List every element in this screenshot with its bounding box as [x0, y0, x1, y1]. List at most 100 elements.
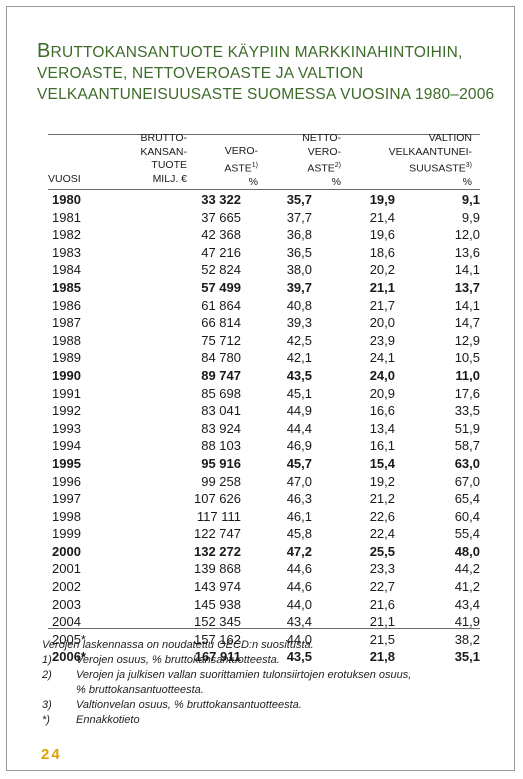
gdp-cell: 83 041 [201, 403, 241, 419]
year-cell: 2002 [52, 579, 81, 595]
debt-ratio-cell: 63,0 [454, 455, 480, 471]
table-row: 1994 88 103 46,9 16,1 58,7 [48, 437, 480, 455]
table-row: 2000 132 272 47,2 25,5 48,0 [48, 543, 480, 561]
table-row: 1990 89 747 43,5 24,0 11,0 [48, 367, 480, 385]
tax-rate-cell: 46,9 [286, 438, 312, 454]
debt-ratio-cell: 12,0 [454, 227, 480, 243]
net-tax-rate-cell: 20,9 [369, 385, 395, 401]
table-row: 1987 66 814 39,3 20,0 14,7 [48, 314, 480, 332]
net-tax-rate-cell: 22,7 [369, 579, 395, 595]
gdp-cell: 42 368 [201, 227, 241, 243]
debt-ratio-cell: 12,9 [454, 332, 480, 348]
tax-rate-cell: 47,0 [286, 473, 312, 489]
footnotes: Verojen laskennassa on noudatettu OECD:n… [42, 638, 502, 728]
gdp-cell: 132 272 [194, 543, 241, 559]
debt-ratio-cell: 58,7 [454, 438, 480, 454]
title-line-3: VELKAANTUNEISUUSASTE SUOMESSA VUOSINA 19… [37, 86, 495, 103]
gdp-cell: 83 924 [201, 420, 241, 436]
table-row: 1983 47 216 36,5 18,6 13,6 [48, 244, 480, 262]
gdp-cell: 47 216 [201, 244, 241, 260]
debt-ratio-cell: 43,4 [454, 596, 480, 612]
net-tax-rate-cell: 21,1 [369, 614, 395, 630]
year-cell: 2000 [52, 543, 81, 559]
tax-rate-cell: 44,6 [286, 561, 312, 577]
debt-ratio-cell: 33,5 [454, 403, 480, 419]
title-line-1: BRUTTOKANSANTUOTE KÄYPIIN MARKKINAHINTOI… [37, 40, 463, 62]
year-cell: 2003 [52, 596, 81, 612]
net-tax-rate-cell: 20,0 [369, 315, 395, 331]
tax-rate-cell: 38,0 [286, 262, 312, 278]
tax-rate-cell: 39,7 [286, 279, 312, 295]
year-cell: 1999 [52, 526, 81, 542]
year-cell: 1980 [52, 192, 81, 207]
net-tax-rate-cell: 13,4 [369, 420, 395, 436]
gdp-cell: 66 814 [201, 315, 241, 331]
tax-rate-cell: 46,3 [286, 491, 312, 507]
year-cell: 2001 [52, 561, 81, 577]
year-cell: 1991 [52, 385, 81, 401]
gdp-cell: 61 864 [201, 297, 241, 313]
title-line-2: VEROASTE, NETTOVEROASTE JA VALTION [37, 65, 364, 82]
tax-rate-cell: 35,7 [286, 192, 312, 207]
net-tax-rate-cell: 22,6 [369, 508, 395, 524]
year-cell: 1988 [52, 332, 81, 348]
table-row: 2002 143 974 44,6 22,7 41,2 [48, 578, 480, 596]
year-cell: 1994 [52, 438, 81, 454]
table-row: 1984 52 824 38,0 20,2 14,1 [48, 261, 480, 279]
debt-ratio-cell: 55,4 [454, 526, 480, 542]
debt-ratio-cell: 10,5 [454, 350, 480, 366]
debt-ratio-cell: 41,9 [454, 614, 480, 630]
net-tax-rate-cell: 21,2 [369, 491, 395, 507]
debt-ratio-cell: 14,7 [454, 315, 480, 331]
tax-rate-cell: 42,1 [286, 350, 312, 366]
table-row: 2006* 167 911 43,5 21,8 35,1 [48, 648, 480, 666]
footnote-asterisk: *) Ennakkotieto [42, 714, 140, 726]
net-tax-rate-cell: 21,7 [369, 297, 395, 313]
footnote-3: 3) Valtionvelan osuus, % bruttokansantuo… [42, 699, 302, 711]
debt-ratio-cell: 67,0 [454, 473, 480, 489]
gdp-cell: 117 111 [196, 508, 241, 524]
tax-rate-cell: 46,1 [286, 508, 312, 524]
tax-rate-cell: 45,7 [286, 455, 312, 471]
net-tax-rate-cell: 16,6 [369, 403, 395, 419]
debt-ratio-cell: 14,1 [454, 262, 480, 278]
net-tax-rate-cell: 19,6 [369, 227, 395, 243]
year-cell: 1996 [52, 473, 81, 489]
table-row: 1996 99 258 47,0 19,2 67,0 [48, 473, 480, 491]
table-row: 1993 83 924 44,4 13,4 51,9 [48, 420, 480, 438]
year-cell: 1986 [52, 297, 81, 313]
year-cell: 1983 [52, 244, 81, 260]
footnote-2: 2) Verojen ja julkisen vallan suorittami… [42, 669, 412, 696]
year-cell: 1984 [52, 262, 81, 278]
header-tax: VERO- ASTE1) % [224, 145, 258, 188]
year-cell: 2006* [52, 649, 86, 665]
debt-ratio-cell: 9,1 [461, 192, 480, 207]
net-tax-rate-cell: 20,2 [369, 262, 395, 278]
year-cell: 1982 [52, 227, 81, 243]
year-cell: 1985 [52, 279, 81, 295]
table-row: 1986 61 864 40,8 21,7 14,1 [48, 297, 480, 315]
year-cell: 1995 [52, 455, 81, 471]
footnote-1: 1) Verojen osuus, % bruttokansantuottees… [42, 654, 280, 666]
year-cell: 1993 [52, 420, 81, 436]
table-row: 2004 152 345 43,4 21,1 41,9 [48, 613, 480, 631]
year-cell: 1990 [52, 367, 81, 383]
gdp-cell: 157 162 [194, 631, 241, 647]
net-tax-rate-cell: 23,3 [369, 561, 395, 577]
gdp-cell: 145 938 [194, 596, 241, 612]
tax-rate-cell: 43,5 [286, 649, 312, 665]
page-number: 24 [41, 746, 62, 763]
net-tax-rate-cell: 19,9 [369, 192, 395, 207]
gdp-cell: 37 665 [201, 209, 241, 225]
gdp-cell: 89 747 [201, 367, 241, 383]
net-tax-rate-cell: 24,0 [369, 367, 395, 383]
header-rule [48, 189, 480, 190]
tax-rate-cell: 40,8 [286, 297, 312, 313]
gdp-cell: 85 698 [201, 385, 241, 401]
debt-ratio-cell: 41,2 [454, 579, 480, 595]
year-cell: 1992 [52, 403, 81, 419]
table-row: 1981 37 665 37,7 21,4 9,9 [48, 209, 480, 227]
net-tax-rate-cell: 23,9 [369, 332, 395, 348]
table-row: 1991 85 698 45,1 20,9 17,6 [48, 385, 480, 403]
table-row: 1995 95 916 45,7 15,4 63,0 [48, 455, 480, 473]
